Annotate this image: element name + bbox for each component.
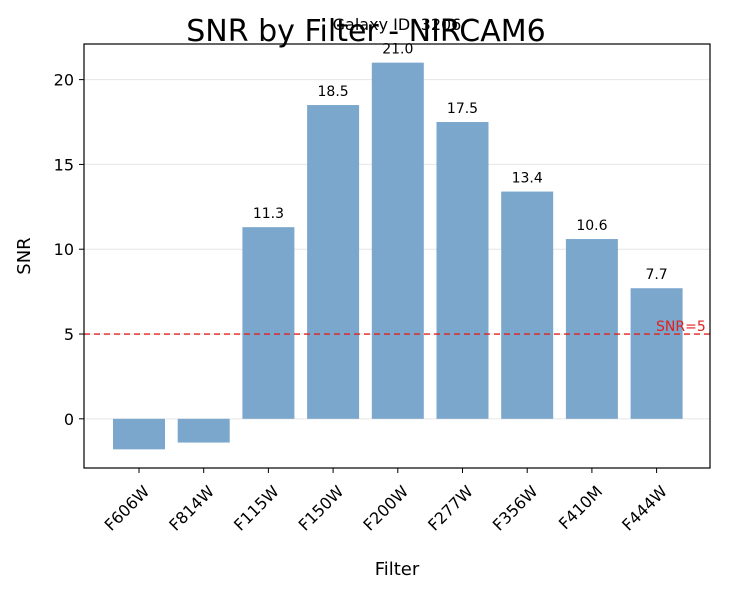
bar-value-label: 7.7 xyxy=(645,267,667,283)
x-tick-label: F356W xyxy=(489,482,542,535)
plot-area-frame xyxy=(83,43,711,469)
chart-subtitle: Galaxy ID: 3206 xyxy=(333,15,462,34)
bar-value-label: 21.0 xyxy=(382,42,413,58)
reference-line-group: SNR=5 xyxy=(84,319,710,335)
x-axis: F606W F814W F115W F150W F200W F277W F356W F410M… xyxy=(101,468,671,535)
bar-f150w xyxy=(307,105,360,419)
bar-value-labels: 11.3 18.5 21.0 17.5 13.4 10.6 7.7 xyxy=(253,42,668,284)
bar-f606w xyxy=(113,418,165,450)
y-tick-label: 0 xyxy=(64,410,74,429)
x-tick-label: F444W xyxy=(618,482,671,535)
bar-value-label: 17.5 xyxy=(447,101,478,117)
bar-f410m xyxy=(565,239,618,419)
x-tick-label: F150W xyxy=(295,482,348,535)
x-tick-label: F277W xyxy=(424,482,477,535)
chart-title: SNR by Filter - NIRCAM6 xyxy=(186,14,545,49)
x-tick-label: F200W xyxy=(359,482,412,535)
x-axis-title: Filter xyxy=(375,559,420,580)
x-tick-label: F115W xyxy=(230,482,283,535)
y-tick-label: 10 xyxy=(54,240,74,259)
bar-f814w xyxy=(177,418,230,443)
bar-f277w xyxy=(436,122,489,419)
x-tick-label: F606W xyxy=(101,482,154,535)
snr-threshold-label: SNR=5 xyxy=(656,319,706,335)
y-axis: 0 5 10 15 20 xyxy=(54,71,84,429)
bar-f356w xyxy=(501,191,554,419)
bars xyxy=(113,62,683,450)
y-tick-label: 15 xyxy=(54,155,74,174)
x-tick-label: F410M xyxy=(555,482,606,533)
bar-value-label: 13.4 xyxy=(512,171,543,187)
bar-f200w xyxy=(371,62,424,419)
bar-value-label: 10.6 xyxy=(576,218,607,234)
x-tick-label: F814W xyxy=(165,482,218,535)
bar-value-label: 18.5 xyxy=(318,84,349,100)
bar-f444w xyxy=(630,288,683,419)
bar-value-label: 11.3 xyxy=(253,206,284,222)
y-tick-label: 20 xyxy=(54,71,74,90)
y-tick-label: 5 xyxy=(64,325,74,344)
bar-f115w xyxy=(242,227,295,419)
y-axis-title: SNR xyxy=(14,237,35,274)
